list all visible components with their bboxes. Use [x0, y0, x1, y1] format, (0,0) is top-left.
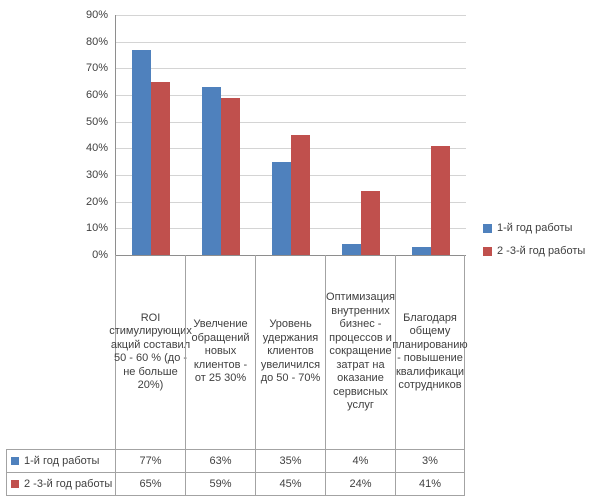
legend-item: 2 -3-й год работы	[483, 245, 585, 257]
value-cell: 63%	[185, 450, 255, 472]
legend: 1-й год работы 2 -3-й год работы	[483, 222, 585, 257]
value-cell: 24%	[325, 473, 395, 495]
data-table: 1-й год работы 77% 63% 35% 4% 3% 2 -3-й год ра…	[6, 449, 465, 496]
legend-swatch-icon	[483, 223, 492, 233]
value-cell: 45%	[255, 473, 325, 495]
series-name-cell: 1-й год работы	[6, 450, 115, 472]
plot-area	[115, 15, 466, 256]
y-tick-label: 30%	[85, 169, 108, 181]
value-cell: 77%	[115, 450, 185, 472]
y-tick-label: 20%	[85, 195, 108, 208]
bar-series1-category5	[412, 247, 431, 255]
bar-series2-category4	[361, 191, 380, 255]
value-cell: 41%	[395, 473, 465, 495]
bar-series2-category2	[221, 97, 240, 255]
legend-item: 1-й год работы	[483, 222, 585, 234]
table-row: 1-й год работы 77% 63% 35% 4% 3%	[6, 449, 465, 472]
bar-series1-category1	[132, 49, 151, 255]
bar-series2-category3	[291, 135, 310, 255]
bar-series1-category2	[202, 87, 221, 255]
y-tick-label: 0%	[92, 249, 108, 261]
legend-label: 1-й год работы	[497, 222, 573, 234]
series-key-swatch-icon	[11, 457, 19, 465]
gridline	[116, 15, 466, 16]
y-tick-label: 90%	[85, 9, 108, 21]
value-cell: 4%	[325, 450, 395, 472]
gridline	[116, 41, 466, 43]
category-label-4: Оптимизация внутренних бизнес - процессо…	[325, 255, 395, 449]
series-name-label: 1-й год работы	[24, 455, 100, 467]
value-cell: 35%	[255, 450, 325, 472]
category-label-3: Уровень удержания клиентов увеличился до…	[255, 255, 325, 449]
y-tick-label: 40%	[85, 142, 108, 155]
category-label-1: ROI стимулирующих акций составил 50 - 60…	[109, 255, 192, 449]
value-cell: 59%	[185, 473, 255, 495]
category-label-5: Благодаря общему планированию - повышени…	[392, 255, 468, 449]
y-tick-label: 50%	[85, 115, 108, 128]
series-key-swatch-icon	[11, 480, 19, 488]
y-tick-label: 70%	[85, 62, 108, 75]
category-label-2: Увелчение обращений новых клиентов - от …	[185, 255, 255, 449]
bar-series2-category5	[431, 145, 450, 255]
bar-series2-category1	[151, 81, 170, 255]
table-row: 2 -3-й год работы 65% 59% 45% 24% 41%	[6, 472, 465, 495]
value-cell: 3%	[395, 450, 465, 472]
legend-label: 2 -3-й год работы	[497, 245, 586, 257]
y-tick-label: 60%	[85, 89, 108, 101]
bar-series1-category4	[342, 244, 361, 255]
gridline	[116, 121, 466, 123]
legend-swatch-icon	[483, 246, 492, 256]
gridline	[116, 95, 466, 96]
series-name-label: 2 -3-й год работы	[24, 478, 113, 490]
series-name-cell: 2 -3-й год работы	[6, 473, 115, 495]
gridline	[116, 68, 466, 70]
category-label-row: ROI стимулирующих акций составил 50 - 60…	[109, 255, 468, 449]
value-cell: 65%	[115, 473, 185, 495]
y-tick-label: 80%	[85, 35, 108, 48]
y-tick-label: 10%	[85, 222, 108, 235]
bar-series1-category3	[272, 161, 291, 255]
